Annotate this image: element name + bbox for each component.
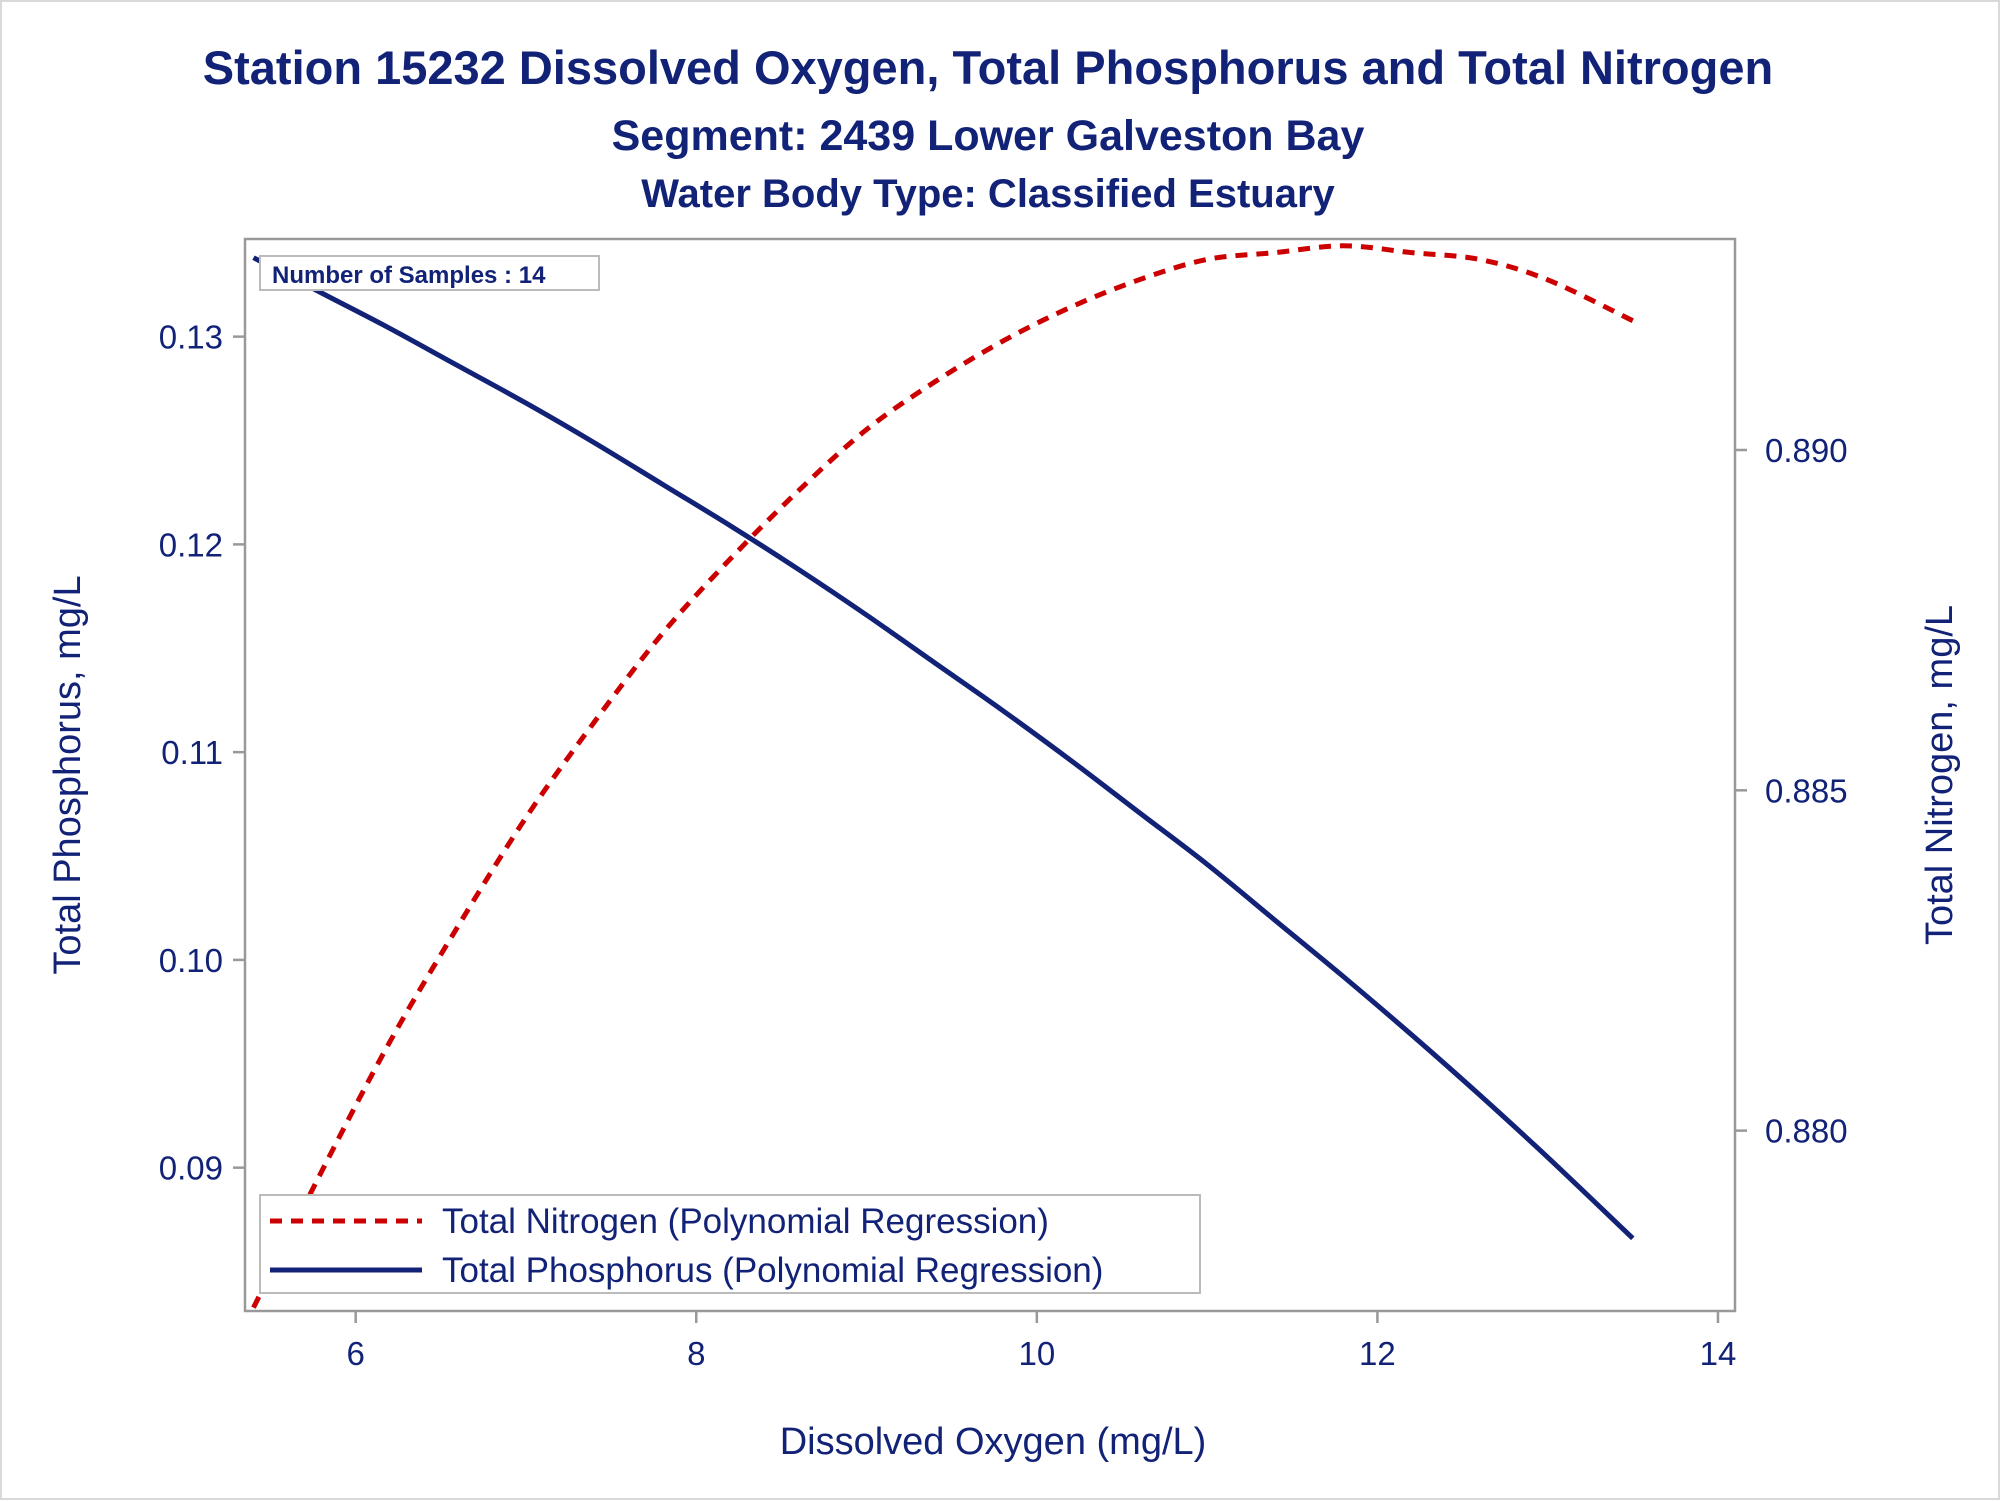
legend-label-nitrogen: Total Nitrogen (Polynomial Regression): [442, 1202, 1049, 1241]
legend-label-phosphorus: Total Phosphorus (Polynomial Regression): [442, 1251, 1103, 1290]
x-tick-label: 8: [687, 1335, 705, 1372]
y2-tick-label: 0.880: [1765, 1113, 1848, 1150]
series-line-total-phosphorus: [252, 255, 1635, 1241]
y2-axis-label: Total Nitrogen, mg/L: [1919, 605, 1961, 945]
y-tick-label: 0.09: [159, 1150, 223, 1187]
y-tick-label: 0.11: [161, 734, 223, 771]
legend: Total Nitrogen (Polynomial Regression) T…: [259, 1194, 1201, 1294]
chart-subtitle: Segment: 2439 Lower Galveston Bay: [612, 112, 1365, 160]
series-line-total-nitrogen: [251, 243, 1634, 1309]
y2-tick-label: 0.890: [1765, 432, 1848, 469]
sample-count-box: [259, 255, 600, 291]
chart-subtitle-2: Water Body Type: Classified Estuary: [641, 172, 1335, 216]
y-axis-label: Total Phosphorus, mg/L: [47, 575, 89, 974]
y-tick-label: 0.13: [159, 319, 223, 356]
x-axis-label: Dissolved Oxygen (mg/L): [780, 1421, 1207, 1463]
ticks-layer: 6 8 10 12 14 0.09 0.10 0.11 0.12 0.13 0.880 0.885 0.…: [159, 319, 1848, 1372]
legend-box: [259, 1194, 1201, 1294]
x-tick-label: 12: [1359, 1335, 1396, 1372]
y-tick-label: 0.12: [159, 526, 223, 563]
x-tick-label: 6: [347, 1335, 365, 1372]
y-tick-label: 0.10: [159, 942, 223, 979]
sample-count-text: Number of Samples : 14: [272, 262, 546, 289]
series-layer: [251, 243, 1635, 1309]
chart-title: Station 15232 Dissolved Oxygen, Total Ph…: [203, 41, 1773, 94]
x-tick-label: 14: [1700, 1335, 1737, 1372]
y2-tick-label: 0.885: [1765, 772, 1848, 809]
plot-area-border: [243, 237, 1737, 1313]
x-tick-label: 10: [1018, 1335, 1055, 1372]
